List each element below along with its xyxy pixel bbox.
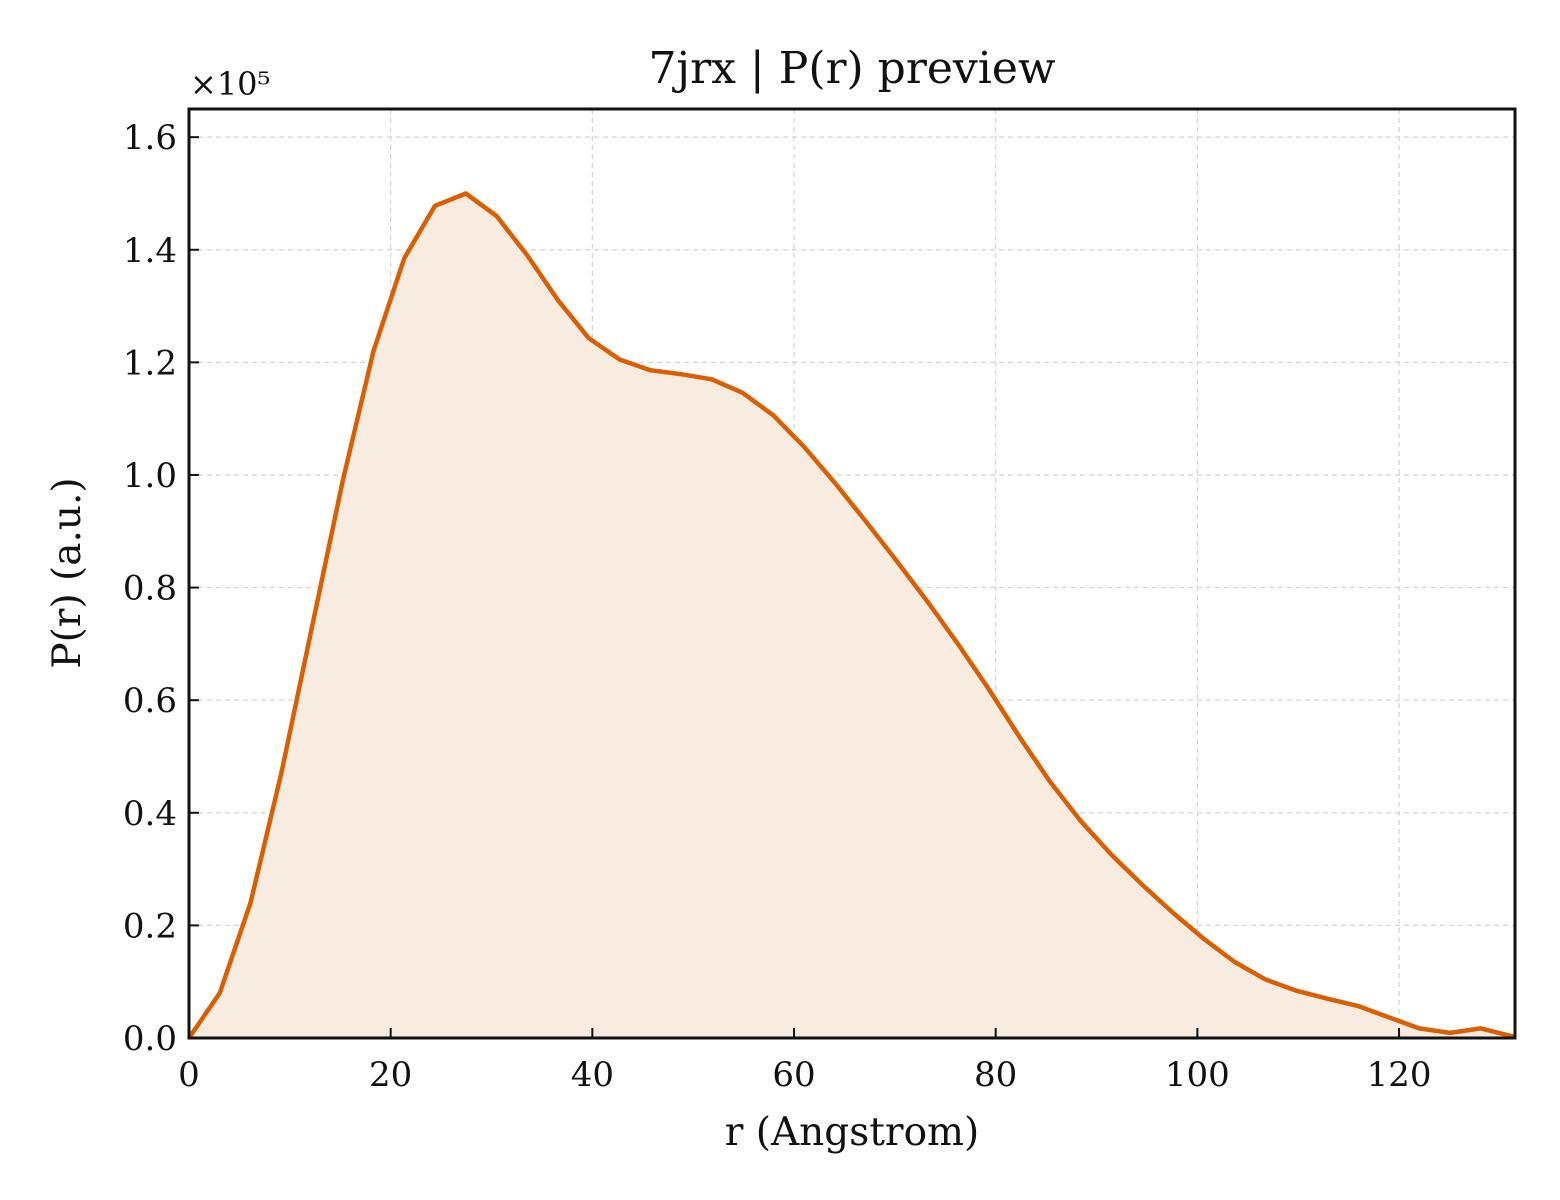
y-axis-label: P(r) (a.u.) bbox=[45, 477, 90, 668]
x-tick-label: 60 bbox=[772, 1055, 815, 1095]
y-offset-label: ×10⁵ bbox=[190, 65, 270, 103]
y-tick-label: 1.0 bbox=[123, 456, 177, 496]
y-tick-label: 1.2 bbox=[123, 343, 177, 383]
x-tick-label: 40 bbox=[571, 1055, 614, 1095]
y-tick-label: 1.6 bbox=[123, 118, 177, 158]
y-tick-label: 0.6 bbox=[123, 681, 177, 721]
pr-area-fill bbox=[189, 193, 1515, 1038]
pr-curve bbox=[187, 191, 1516, 1040]
x-tick-label: 20 bbox=[369, 1055, 412, 1095]
y-tick-label: 1.4 bbox=[123, 231, 177, 271]
x-tick-label: 120 bbox=[1367, 1055, 1432, 1095]
ticks: 0 20 40 60 80 100 120 0.0 0.2 0.4 0.6 0.8 1.0 1.2 1.4 1… bbox=[123, 118, 1432, 1095]
y-tick-label: 0.2 bbox=[123, 906, 177, 946]
x-tick-label: 0 bbox=[178, 1055, 200, 1095]
x-tick-label: 80 bbox=[974, 1055, 1017, 1095]
y-tick-label: 0.8 bbox=[123, 569, 177, 609]
y-tick-label: 0.0 bbox=[123, 1019, 177, 1059]
y-tick-label: 0.4 bbox=[123, 794, 177, 834]
x-tick-label: 100 bbox=[1165, 1055, 1230, 1095]
plot-frame bbox=[187, 107, 1517, 1040]
x-axis-label: r (Angstrom) bbox=[725, 1110, 980, 1155]
chart-title: 7jrx | P(r) preview bbox=[648, 43, 1055, 94]
